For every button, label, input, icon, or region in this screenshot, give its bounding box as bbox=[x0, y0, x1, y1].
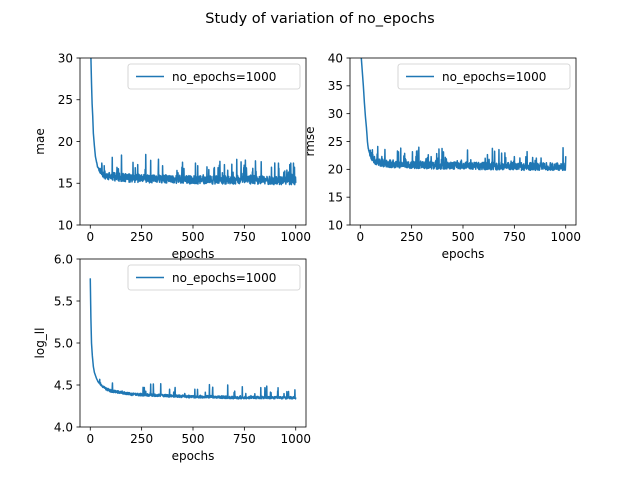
y-tick-label: 4.0 bbox=[54, 420, 73, 434]
y-axis-label: rmse bbox=[303, 126, 317, 156]
x-tick-label: 1000 bbox=[280, 230, 311, 244]
y-tick-label: 25 bbox=[328, 135, 343, 149]
subplots: 0 250 500 750 10001015202530epochsmaeno_epoc… bbox=[33, 51, 581, 463]
y-axis-label: log_ll bbox=[33, 328, 47, 359]
series-line-0 bbox=[360, 58, 567, 172]
x-axis-label: epochs bbox=[442, 247, 485, 261]
subplot-rmse: 0 250 500 750 1000 10 15 20 25 30 35 40 epochs rmse no… bbox=[303, 51, 581, 261]
y-tick-label: 20 bbox=[328, 163, 343, 177]
x-tick-label: 500 bbox=[182, 432, 205, 446]
x-tick-label: 250 bbox=[400, 230, 423, 244]
y-tick-label: 30 bbox=[58, 51, 73, 65]
y-tick-label: 10 bbox=[328, 218, 343, 232]
y-tick-label: 5.0 bbox=[54, 336, 73, 350]
y-axis-label: mae bbox=[33, 128, 47, 154]
legend-box bbox=[397, 63, 571, 90]
y-tick-label: 30 bbox=[328, 107, 343, 121]
x-tick-label: 750 bbox=[503, 230, 526, 244]
legend-box bbox=[127, 264, 301, 291]
x-axis-label: epochs bbox=[172, 449, 215, 463]
x-tick-label: 0 bbox=[356, 230, 364, 244]
x-tick-label: 1000 bbox=[280, 432, 311, 446]
y-tick-label: 20 bbox=[58, 135, 73, 149]
y-tick-label: 15 bbox=[58, 177, 73, 191]
legend-box bbox=[127, 63, 301, 90]
x-tick-label: 0 bbox=[86, 230, 94, 244]
y-tick-label: 15 bbox=[328, 190, 343, 204]
x-tick-label: 0 bbox=[86, 432, 94, 446]
series-line-0 bbox=[90, 58, 297, 186]
y-tick-label: 5.5 bbox=[54, 294, 73, 308]
figure-title: Study of variation of no_epochs bbox=[205, 11, 434, 27]
y-tick-label: 25 bbox=[58, 93, 73, 107]
y-tick-label: 40 bbox=[328, 51, 343, 65]
x-tick-label: 250 bbox=[130, 230, 153, 244]
legend-label: no_epochs=1000 bbox=[442, 70, 546, 84]
legend: no_epochs=1000 bbox=[127, 264, 301, 291]
subplot-log_ll: 0 250 500 750 1000 4.0 4.5 5.0 5.5 6.0 epochs log_l… bbox=[33, 252, 311, 463]
x-tick-label: 750 bbox=[233, 432, 256, 446]
y-tick-label: 35 bbox=[328, 79, 343, 93]
x-axis-label: epochs bbox=[172, 247, 215, 261]
y-tick-label: 4.5 bbox=[54, 378, 73, 392]
x-tick-label: 750 bbox=[233, 230, 256, 244]
y-tick-label: 10 bbox=[58, 218, 73, 232]
x-tick-label: 250 bbox=[130, 432, 153, 446]
series-line-0 bbox=[89, 278, 297, 400]
legend-label: no_epochs=1000 bbox=[172, 70, 276, 84]
x-tick-label: 500 bbox=[452, 230, 475, 244]
subplot-mae: 0 250 500 750 1000 10 15 20 25 30 epochs mae no_epoc… bbox=[33, 51, 311, 261]
legend: no_epochs=1000 bbox=[397, 63, 571, 90]
legend: no_epochs=1000 bbox=[127, 63, 301, 90]
y-tick-label: 6.0 bbox=[54, 252, 73, 266]
x-tick-label: 1000 bbox=[550, 230, 581, 244]
legend-label: no_epochs=1000 bbox=[172, 271, 276, 285]
x-tick-label: 500 bbox=[182, 230, 205, 244]
